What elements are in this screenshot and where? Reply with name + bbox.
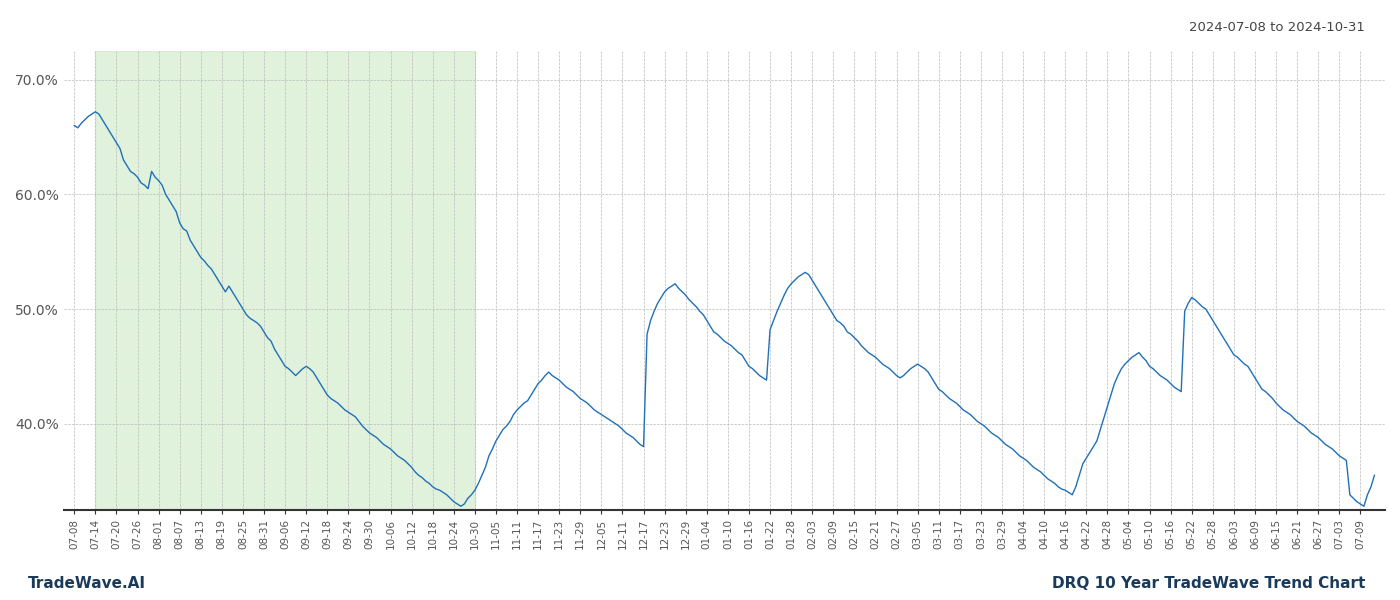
Text: 2024-07-08 to 2024-10-31: 2024-07-08 to 2024-10-31 <box>1189 21 1365 34</box>
Text: TradeWave.AI: TradeWave.AI <box>28 576 146 591</box>
Text: DRQ 10 Year TradeWave Trend Chart: DRQ 10 Year TradeWave Trend Chart <box>1051 576 1365 591</box>
Bar <box>95 51 475 510</box>
